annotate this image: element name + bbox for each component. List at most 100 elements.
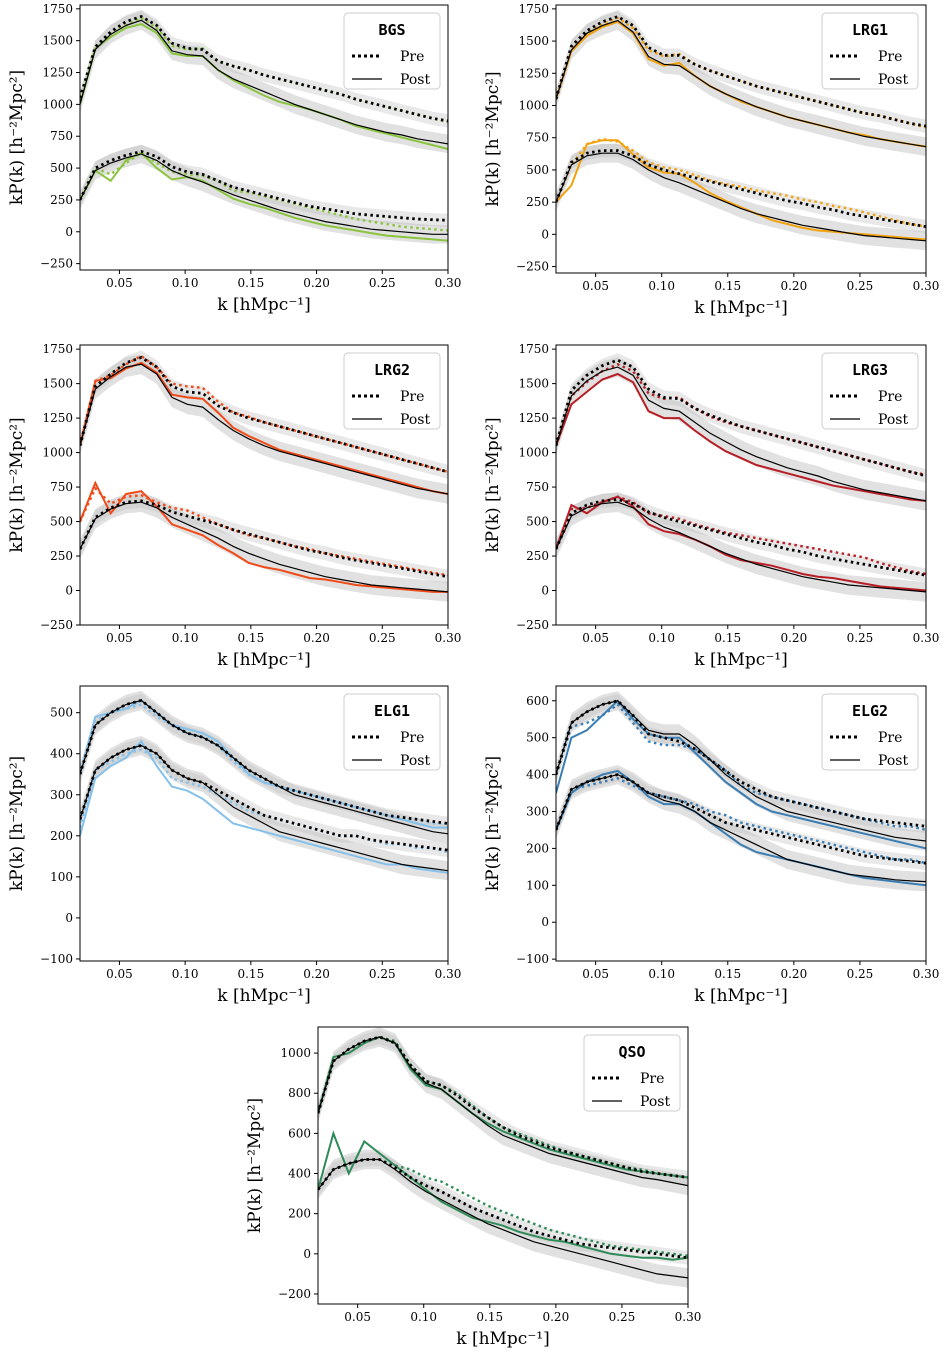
quadrupole-data-post	[556, 495, 926, 592]
y-tick-label: 0	[541, 584, 549, 598]
monopole-error-band-post	[80, 690, 448, 844]
x-tick-label: 0.30	[913, 631, 940, 645]
x-tick-label: 0.15	[237, 967, 264, 981]
legend-pre-label: Pre	[400, 389, 424, 405]
x-tick-label: 0.30	[435, 967, 462, 981]
y-tick-label: 500	[50, 706, 73, 720]
y-tick-label: 1250	[42, 411, 73, 425]
plot-area	[80, 690, 448, 881]
monopole-data-pre	[318, 1035, 688, 1179]
legend-post-label: Post	[400, 72, 430, 88]
monopole-error-band-pre	[556, 9, 926, 133]
monopole-error-band-pre	[556, 693, 926, 834]
monopole-error-band-pre	[80, 693, 448, 831]
quadrupole-model-post	[80, 501, 448, 593]
axes-frame	[79, 685, 449, 962]
y-tick-label: 0	[541, 227, 549, 241]
legend-box	[821, 352, 919, 430]
x-tick-label: 0.10	[648, 631, 675, 645]
y-tick-label: 500	[50, 161, 73, 175]
legend-post-label: Post	[400, 412, 430, 428]
quadrupole-model-post	[80, 744, 448, 872]
y-tick-label: 250	[50, 549, 73, 563]
y-tick-label: 0	[541, 915, 549, 929]
x-axis-label: k [hMpc⁻¹]	[217, 986, 311, 1006]
y-tick-label: 1000	[42, 97, 73, 111]
y-axis-label: kP(k) [h⁻²Mpc²]	[483, 71, 503, 206]
y-tick-label: 0	[65, 911, 73, 925]
quadrupole-data-post	[556, 139, 926, 241]
legend-pre-label: Pre	[640, 1071, 664, 1087]
y-tick-label: 250	[526, 549, 549, 563]
x-tick-label: 0.15	[714, 967, 741, 981]
quadrupole-model-post	[80, 153, 448, 235]
quadrupole-model-post	[556, 501, 926, 593]
quadrupole-data-post	[556, 769, 926, 887]
x-tick-label: 0.10	[410, 1310, 437, 1324]
monopole-model-post	[80, 363, 448, 495]
x-tick-label: 0.25	[847, 967, 874, 981]
panel-bgs: 0.05 0.10 0.15 0.20 0.25 0.30 −250 0 250 500 750 10…	[7, 2, 461, 315]
monopole-error-band-post	[556, 357, 926, 511]
x-axis-label: k [hMpc⁻¹]	[456, 1329, 550, 1349]
legend-title: BGS	[378, 21, 405, 39]
y-tick-label: 1500	[518, 34, 549, 48]
x-axis-label: k [hMpc⁻¹]	[694, 298, 788, 318]
monopole-model-post	[556, 19, 926, 148]
x-tick-label: 0.05	[106, 967, 133, 981]
legend: ELG2 Pre Post	[821, 693, 919, 771]
quadrupole-data-pre	[80, 151, 448, 232]
y-tick-label: 1000	[518, 446, 549, 460]
y-tick-label: −250	[516, 260, 549, 274]
quadrupole-model-post	[318, 1158, 688, 1279]
y-axis-label: kP(k) [h⁻²Mpc²]	[483, 417, 503, 552]
plot-area	[556, 691, 926, 892]
legend-pre-label: Pre	[878, 49, 902, 65]
quadrupole-data-post	[318, 1130, 688, 1261]
x-axis-label: k [hMpc⁻¹]	[217, 650, 311, 670]
x-tick-label: 0.20	[303, 967, 330, 981]
y-tick-label: 1500	[42, 34, 73, 48]
x-tick-label: 0.05	[582, 279, 609, 293]
x-tick-label: 0.05	[582, 631, 609, 645]
quadrupole-error-band-pre	[80, 493, 448, 584]
x-tick-label: 0.15	[237, 631, 264, 645]
y-tick-label: 500	[526, 163, 549, 177]
quadrupole-model-pre	[80, 150, 448, 222]
x-tick-label: 0.30	[675, 1310, 702, 1324]
y-tick-label: 200	[526, 841, 549, 855]
quadrupole-error-band-pre	[80, 144, 448, 227]
y-tick-label: 750	[526, 480, 549, 494]
legend-pre-label: Pre	[400, 49, 424, 65]
legend-title: ELG1	[374, 702, 410, 720]
plot-area	[556, 9, 926, 251]
x-tick-label: 0.05	[106, 276, 133, 290]
quadrupole-error-band-pre	[80, 738, 448, 858]
legend-title: QSO	[618, 1043, 645, 1061]
x-tick-label: 0.20	[303, 276, 330, 290]
x-tick-label: 0.25	[847, 631, 874, 645]
legend-pre-label: Pre	[878, 389, 902, 405]
axes-frame	[317, 1026, 689, 1305]
y-tick-label: 100	[526, 878, 549, 892]
quadrupole-data-post	[80, 480, 448, 593]
y-axis-label: kP(k) [h⁻²Mpc²]	[7, 417, 27, 552]
x-tick-label: 0.05	[106, 631, 133, 645]
y-tick-label: 1750	[518, 342, 549, 356]
legend-box	[821, 12, 919, 90]
legend-box	[821, 693, 919, 771]
x-tick-label: 0.25	[847, 279, 874, 293]
monopole-model-pre	[556, 699, 926, 828]
monopole-model-pre	[556, 358, 926, 478]
monopole-error-band-post	[80, 354, 448, 504]
y-tick-label: 600	[288, 1126, 311, 1140]
quadrupole-model-pre	[80, 499, 448, 579]
monopole-model-pre	[80, 14, 448, 123]
x-tick-label: 0.10	[172, 276, 199, 290]
plot-area	[80, 9, 448, 244]
legend: BGS Pre Post	[343, 12, 441, 90]
quadrupole-model-pre	[80, 744, 448, 852]
plot-area	[556, 353, 926, 602]
x-tick-label: 0.30	[435, 276, 462, 290]
